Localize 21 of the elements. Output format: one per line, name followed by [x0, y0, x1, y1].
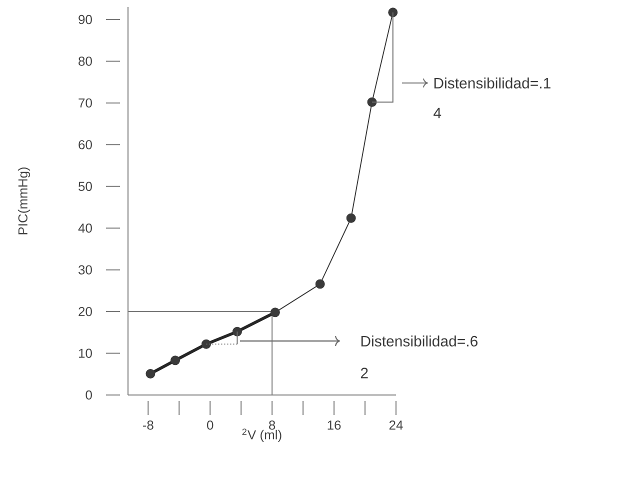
text: 4	[434, 108, 442, 118]
y-tick-label: 10	[78, 348, 92, 358]
y-tick-label: 70	[78, 98, 92, 108]
y-tick-label: 50	[78, 182, 92, 191]
y-axis-title: PIC(mmHg)	[18, 168, 30, 234]
x-tick-label: 0	[206, 420, 214, 430]
y-tick-label: 0	[86, 390, 92, 400]
x-tick-label: 24	[389, 420, 403, 430]
y-tick-label: 60	[78, 140, 92, 150]
x-axis-title: $^{2}$V (ml)	[242, 428, 282, 442]
text: Distensibilidad=.1	[434, 77, 550, 88]
y-tick-label: 40	[78, 224, 92, 233]
y-tick-label: 20	[78, 306, 92, 316]
annotation: 2	[360, 368, 368, 378]
y-tick-label: 30	[78, 265, 92, 274]
y-tick-label: 80	[78, 56, 92, 66]
annotation: Distensibilidad=.6	[361, 335, 478, 346]
x-tick-label: 8	[269, 420, 276, 430]
x-tick-label: 16	[328, 420, 341, 430]
x-tick-label: -8	[142, 420, 154, 430]
y-tick-label: 90	[78, 14, 92, 24]
